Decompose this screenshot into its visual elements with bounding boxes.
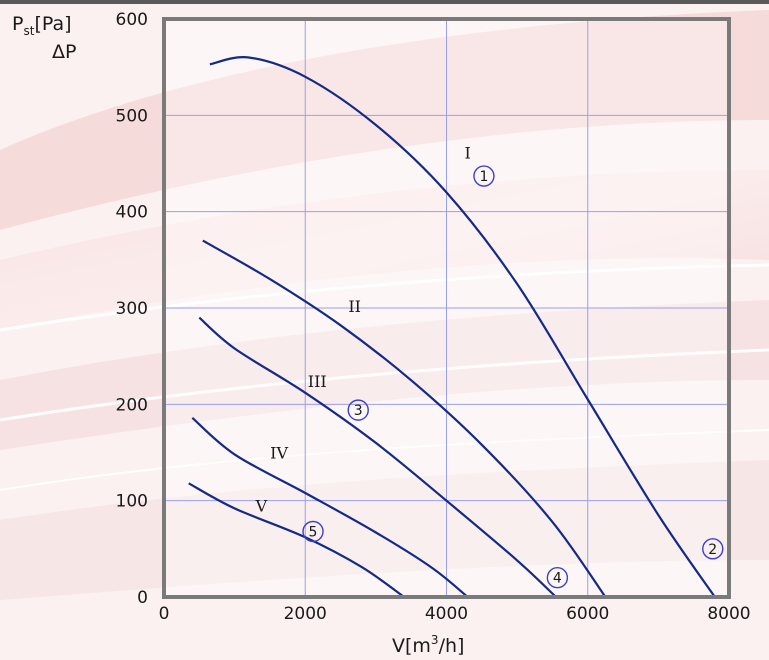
plot-frame <box>162 17 731 599</box>
x-tick-label: 0 <box>159 604 170 624</box>
curve-III <box>198 316 557 598</box>
x-tick-label: 8000 <box>707 604 750 624</box>
x-tick-label: 2000 <box>284 604 327 624</box>
y-tick-label: 400 <box>116 203 148 223</box>
y-tick-label: 600 <box>116 10 148 30</box>
curve-IV <box>191 416 469 598</box>
curve-I <box>209 56 716 598</box>
y-tick-label: 300 <box>116 299 148 319</box>
marker-circle <box>347 399 369 421</box>
y-tick-label: 500 <box>116 106 148 126</box>
marker-label: 3 <box>354 403 363 419</box>
curve-label-II: II <box>348 297 361 316</box>
x-tick-label: 6000 <box>566 604 609 624</box>
curve-label-V: V <box>255 496 268 515</box>
marker-label: 4 <box>553 571 562 587</box>
curve-label-III: III <box>308 372 327 391</box>
marker-label: 2 <box>708 542 717 558</box>
curve-II <box>202 239 607 598</box>
y-axis-label: Pst[Pa] <box>12 13 72 38</box>
marker-circle <box>473 165 495 187</box>
x-axis-label: V[m3/h] <box>392 633 464 657</box>
y-tick-label: 0 <box>137 588 148 608</box>
curve-label-IV: IV <box>270 443 288 462</box>
y-axis-label-2: ΔP <box>52 41 76 63</box>
x-tick-label: 4000 <box>425 604 468 624</box>
marker-label: 1 <box>479 169 488 185</box>
y-tick-label: 100 <box>116 492 148 512</box>
top-border <box>0 0 769 4</box>
marker-label: 5 <box>309 524 318 540</box>
curves <box>188 56 716 598</box>
marker-circle <box>546 567 569 589</box>
y-tick-label: 200 <box>116 395 148 415</box>
marker-circle <box>302 520 324 543</box>
grid <box>164 19 729 597</box>
marker-circle <box>702 538 724 560</box>
curve-label-I: I <box>465 144 471 163</box>
